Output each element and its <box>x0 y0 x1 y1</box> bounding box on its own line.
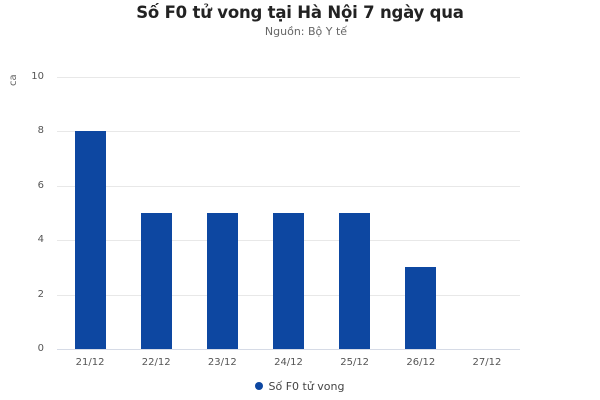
legend-label: Số F0 tử vong <box>268 380 345 393</box>
gridline <box>57 349 520 350</box>
x-tick-label: 25/12 <box>340 357 370 368</box>
y-tick-label: 0 <box>37 343 44 354</box>
y-tick-label: 10 <box>31 71 44 82</box>
y-tick-label: 2 <box>37 288 44 300</box>
bar[interactable] <box>74 131 106 349</box>
x-tick-label: 26/12 <box>406 357 436 368</box>
x-tick-label: 24/12 <box>274 357 303 368</box>
plot-area: 0 2 4 6 8 10 21/12 22/12 23/12 24/12 25/12 26/12 27/… <box>31 71 520 368</box>
gridline <box>57 185 520 187</box>
bar[interactable] <box>206 213 238 349</box>
bar[interactable] <box>339 213 371 349</box>
legend-marker-icon <box>255 382 264 390</box>
x-tick-label: 21/12 <box>75 357 105 368</box>
legend[interactable]: Số F0 tử vong <box>0 380 600 393</box>
gridline <box>57 131 520 133</box>
x-tick-label: 22/12 <box>141 357 171 368</box>
chart-subtitle: Nguồn: Bộ Y tế <box>264 25 348 38</box>
y-tick-label: 6 <box>37 179 44 191</box>
y-tick-label: 4 <box>37 234 44 246</box>
chart-title: Số F0 tử vong tại Hà Nội 7 ngày qua <box>136 3 464 22</box>
bar[interactable] <box>140 213 172 349</box>
bar[interactable] <box>405 267 437 349</box>
bar[interactable] <box>273 213 304 349</box>
x-tick-label: 23/12 <box>207 357 237 368</box>
x-tick-label: 27/12 <box>472 357 502 368</box>
y-tick-label: 8 <box>37 125 44 137</box>
gridline <box>57 77 520 78</box>
